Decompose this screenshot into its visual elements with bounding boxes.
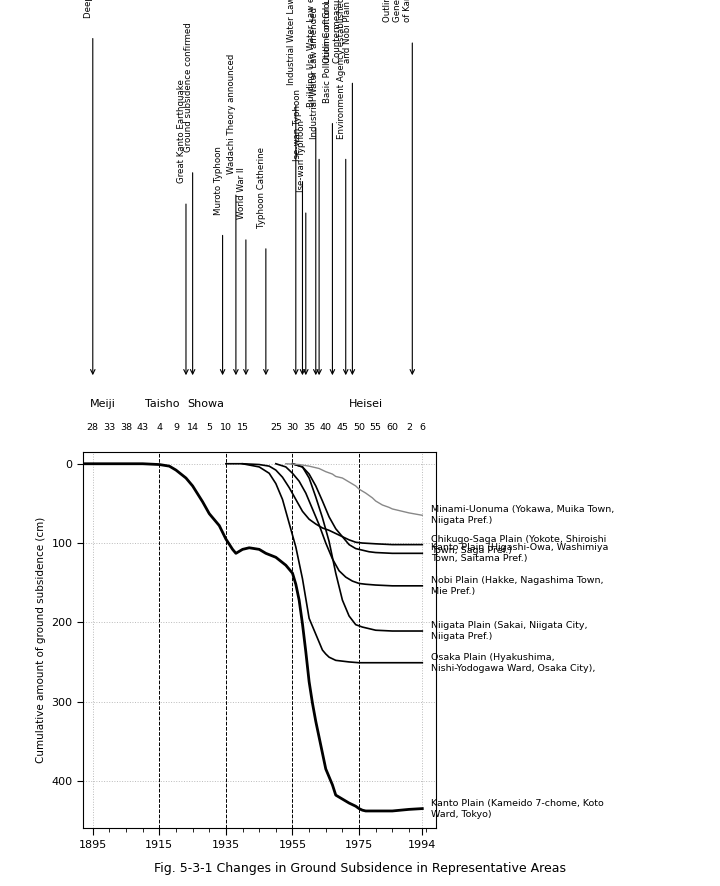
Text: Ground subsidence confirmed: Ground subsidence confirmed [184, 22, 193, 152]
Text: Outline of Ground Subsidence Prevention
Countermeasures in Chikugo-Saga Plain
an: Outline of Ground Subsidence Prevention … [323, 0, 352, 63]
Text: World War II: World War II [237, 167, 246, 219]
Text: 55: 55 [369, 423, 382, 431]
Text: Outline of Ground Subsidence Prevention
General countermeasures in northern part: Outline of Ground Subsidence Prevention … [382, 0, 413, 22]
Text: 45: 45 [336, 423, 348, 431]
Text: Ise-wan Typhoon: Ise-wan Typhoon [294, 89, 302, 161]
Text: Building Use Water Law enacted: Building Use Water Law enacted [307, 0, 316, 107]
Text: 50: 50 [353, 423, 365, 431]
Text: Osaka Plain (Hyakushima,
Nishi-Yodogawa Ward, Osaka City),: Osaka Plain (Hyakushima, Nishi-Yodogawa … [431, 653, 595, 672]
Text: Basic Pollution Control Law enacted: Basic Pollution Control Law enacted [323, 0, 333, 103]
Text: Ise-wan Typhoon: Ise-wan Typhoon [297, 120, 306, 192]
Text: 9: 9 [173, 423, 179, 431]
Text: 15: 15 [237, 423, 248, 431]
Text: Niigata Plain (Sakai, Niigata City,
Niigata Pref.): Niigata Plain (Sakai, Niigata City, Niig… [431, 621, 587, 641]
Text: Wadachi Theory announced: Wadachi Theory announced [227, 54, 236, 175]
Text: 28: 28 [87, 423, 99, 431]
Text: Chikugo-Saga Plain (Yokote, Shiroishi
Town, Saga Pref.): Chikugo-Saga Plain (Yokote, Shiroishi To… [431, 534, 606, 555]
Text: Industrial Water Law enacted: Industrial Water Law enacted [287, 0, 296, 85]
Text: 40: 40 [320, 423, 332, 431]
Text: 30: 30 [287, 423, 299, 431]
Text: 25: 25 [270, 423, 282, 431]
Text: 10: 10 [220, 423, 232, 431]
Text: 33: 33 [103, 423, 115, 431]
Text: 2: 2 [406, 423, 412, 431]
Text: Showa: Showa [187, 400, 225, 409]
Y-axis label: Cumulative amount of ground subsidence (cm): Cumulative amount of ground subsidence (… [36, 517, 45, 763]
Text: Industrial Water Law amended: Industrial Water Law amended [310, 7, 319, 139]
Text: 4: 4 [156, 423, 162, 431]
Text: Great Kanto Earthquake: Great Kanto Earthquake [177, 80, 186, 183]
Text: Muroto Typhoon: Muroto Typhoon [214, 146, 222, 214]
Text: Typhoon Catherine: Typhoon Catherine [257, 147, 266, 229]
Text: Minami-Uonuma (Yokawa, Muika Town,
Niigata Pref.): Minami-Uonuma (Yokawa, Muika Town, Niiga… [431, 505, 614, 525]
Text: 38: 38 [120, 423, 132, 431]
Text: Fig. 5-3-1 Changes in Ground Subsidence in Representative Areas: Fig. 5-3-1 Changes in Ground Subsidence … [154, 862, 566, 875]
Text: Kanto Plain (Higashi-Owa, Washimiya
Town, Saitama Pref.): Kanto Plain (Higashi-Owa, Washimiya Town… [431, 543, 608, 563]
Text: Kanto Plain (Kameido 7-chome, Koto
Ward, Tokyo): Kanto Plain (Kameido 7-chome, Koto Ward,… [431, 798, 603, 819]
Text: Heisei: Heisei [348, 400, 383, 409]
Text: 60: 60 [387, 423, 398, 431]
Text: 35: 35 [303, 423, 315, 431]
Text: 43: 43 [137, 423, 149, 431]
Text: Meiji: Meiji [90, 400, 116, 409]
Text: Taisho: Taisho [145, 400, 180, 409]
Text: Environment Agency established: Environment Agency established [337, 0, 346, 139]
Text: 6: 6 [419, 423, 426, 431]
Text: Nobi Plain (Hakke, Nagashima Town,
Mie Pref.): Nobi Plain (Hakke, Nagashima Town, Mie P… [431, 576, 603, 596]
Text: 5: 5 [206, 423, 212, 431]
Text: 14: 14 [186, 423, 199, 431]
Text: Deep well drilling begins in many locations: Deep well drilling begins in many locati… [84, 0, 93, 18]
